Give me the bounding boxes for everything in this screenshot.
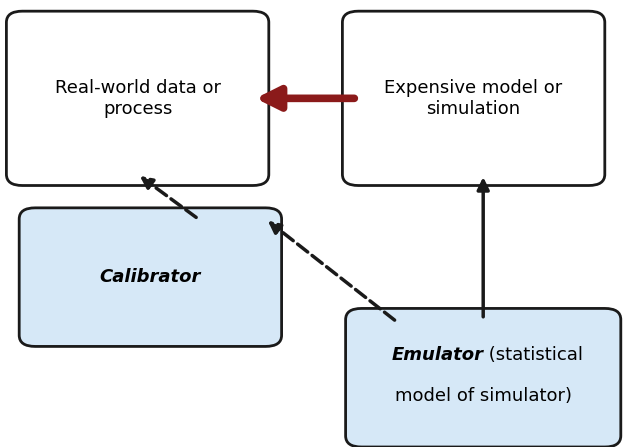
FancyBboxPatch shape <box>346 308 621 447</box>
Text: (statistical: (statistical <box>483 346 583 364</box>
Text: Expensive model or
simulation: Expensive model or simulation <box>385 79 563 118</box>
Text: Real-world data or
process: Real-world data or process <box>54 79 221 118</box>
FancyBboxPatch shape <box>6 11 269 186</box>
FancyBboxPatch shape <box>342 11 605 186</box>
Text: Calibrator: Calibrator <box>100 268 201 286</box>
Text: model of simulator): model of simulator) <box>395 387 572 405</box>
Text: Emulator: Emulator <box>391 346 483 364</box>
FancyBboxPatch shape <box>19 208 282 346</box>
